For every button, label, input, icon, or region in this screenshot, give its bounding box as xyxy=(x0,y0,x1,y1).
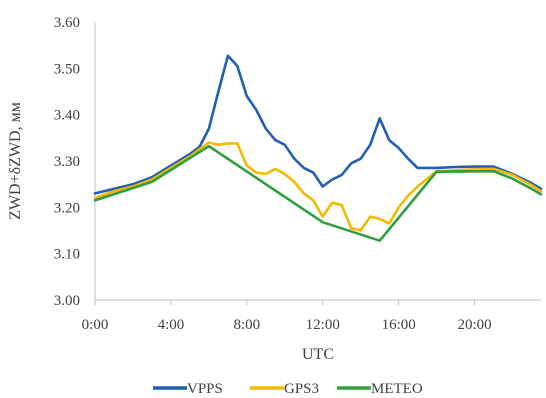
y-tick-label: 3.10 xyxy=(54,247,80,263)
y-tick-label: 3.50 xyxy=(54,61,80,77)
legend: VPPS GPS3 METEO xyxy=(153,381,423,397)
series-line-gps3 xyxy=(93,141,543,232)
legend-label-gps3: GPS3 xyxy=(284,381,319,397)
y-tick-label: 3.30 xyxy=(54,154,80,170)
x-tick-labels: 0:00 4:00 8:00 12:00 16:00 20:00 xyxy=(82,317,492,333)
x-tick-label: 16:00 xyxy=(382,317,416,333)
series-line-vpps xyxy=(93,54,543,195)
legend-label-vpps: VPPS xyxy=(187,381,223,397)
x-axis-title: UTC xyxy=(302,346,334,363)
x-tick-label: 8:00 xyxy=(233,317,260,333)
x-tick-label: 20:00 xyxy=(457,317,491,333)
y-axis-title: ZWD+δZWD, мм xyxy=(7,102,24,220)
y-tick-labels: 3.00 3.10 3.20 3.30 3.40 3.50 3.60 xyxy=(54,15,80,309)
y-tick-label: 3.40 xyxy=(54,108,80,124)
x-tick-marks xyxy=(94,300,476,305)
y-tick-label: 3.60 xyxy=(54,15,80,31)
series-lines xyxy=(93,54,543,242)
x-tick-label: 12:00 xyxy=(306,317,340,333)
legend-label-meteo: METEO xyxy=(371,381,423,397)
y-tick-label: 3.20 xyxy=(54,200,80,216)
series-line-meteo xyxy=(93,144,543,242)
y-tick-label: 3.00 xyxy=(54,293,80,309)
x-tick-label: 0:00 xyxy=(82,317,109,333)
x-tick-label: 4:00 xyxy=(158,317,185,333)
